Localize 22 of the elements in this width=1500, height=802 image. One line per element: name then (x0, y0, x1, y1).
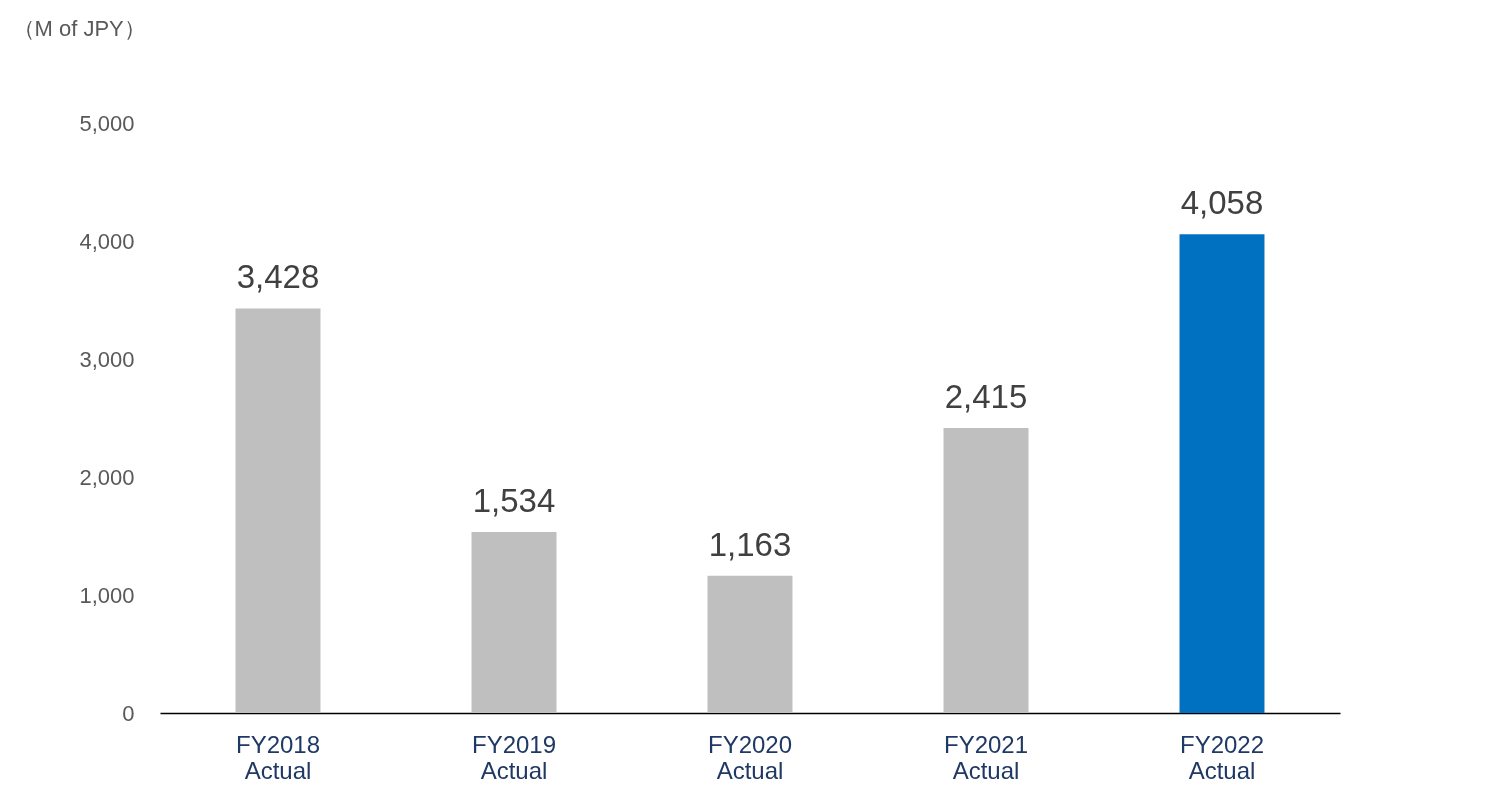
data-label: 2,415 (944, 378, 1028, 416)
x-tick-label: FY2022 Actual (1179, 730, 1265, 784)
y-tick-label: 5,000 (79, 110, 135, 136)
bar (943, 428, 1029, 713)
x-tick-label: FY2018 Actual (235, 730, 321, 784)
y-tick-label: 2,000 (79, 464, 135, 490)
y-tick-label: 0 (122, 700, 135, 726)
data-label: 3,428 (236, 258, 320, 296)
y-tick-label: 4,000 (79, 228, 135, 254)
data-label: 1,534 (472, 481, 556, 519)
data-label: 4,058 (1180, 184, 1264, 222)
bar (707, 575, 793, 713)
x-tick-label: FY2020 Actual (707, 730, 793, 784)
y-tick-label: 1,000 (79, 582, 135, 608)
bar (235, 308, 321, 713)
bar (1179, 234, 1265, 713)
x-tick-label: FY2021 Actual (943, 730, 1029, 784)
y-tick-label: 3,000 (79, 346, 135, 372)
data-label: 1,163 (708, 525, 792, 563)
x-tick-label: FY2019 Actual (471, 730, 557, 784)
y-axis-title: （M of JPY） (12, 15, 146, 41)
bar (471, 531, 557, 713)
